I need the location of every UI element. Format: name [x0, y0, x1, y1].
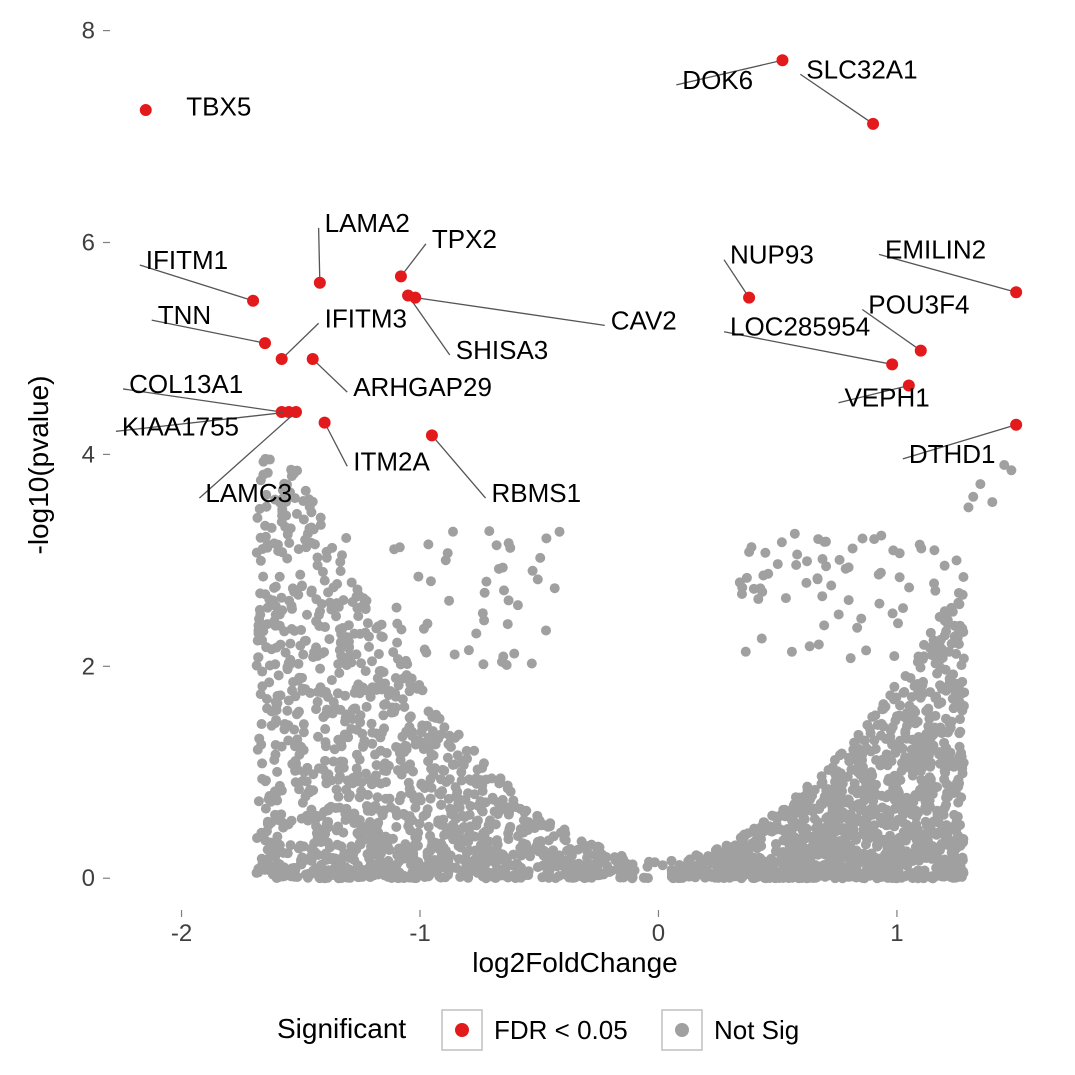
sig-point [776, 54, 788, 66]
sig-point [915, 345, 927, 357]
y-tick-label: 2 [82, 653, 95, 680]
sig-point [426, 429, 438, 441]
sig-point [259, 337, 271, 349]
gene-label: COL13A1 [129, 369, 243, 399]
x-tick-label: 1 [890, 920, 903, 947]
gene-label: IFITM1 [146, 245, 228, 275]
legend-item-label: Not Sig [714, 1015, 799, 1045]
gene-label: SLC32A1 [806, 54, 917, 84]
sig-point [867, 118, 879, 130]
y-axis-label: -log10(pvalue) [23, 376, 54, 555]
legend-item: FDR < 0.05 [442, 1010, 628, 1050]
gene-label: IFITM3 [325, 303, 407, 333]
volcano-plot: -2 -1 0 1 0 2 4 6 8 log2FoldChange -log10(pvalue) T… [0, 0, 1075, 1075]
gene-label: EMILIN2 [885, 234, 986, 264]
sig-point [395, 270, 407, 282]
sig-point [314, 277, 326, 289]
gene-label: TBX5 [186, 91, 251, 121]
gene-label: ARHGAP29 [353, 372, 492, 402]
sig-point [290, 406, 302, 418]
gene-label: DTHD1 [909, 439, 996, 469]
gene-label: LOC285954 [730, 312, 870, 342]
y-tick-label: 4 [82, 441, 95, 468]
gene-label: VEPH1 [844, 383, 929, 413]
x-axis-label: log2FoldChange [472, 947, 678, 978]
y-tick-label: 0 [82, 865, 95, 892]
gene-label: LAMC3 [205, 478, 292, 508]
gene-label: RBMS1 [492, 478, 582, 508]
legend-item: Not Sig [662, 1010, 799, 1050]
sig-point [140, 104, 152, 116]
legend-item-label: FDR < 0.05 [494, 1015, 628, 1045]
gene-label: NUP93 [730, 240, 814, 270]
gene-label: TPX2 [432, 224, 497, 254]
sig-point [1010, 286, 1022, 298]
sig-point [247, 295, 259, 307]
gene-label: ITM2A [353, 446, 430, 476]
gene-label: KIAA1755 [122, 411, 239, 441]
gene-label: SHISA3 [456, 335, 549, 365]
legend-title: Significant [277, 1013, 406, 1044]
sig-point [409, 292, 421, 304]
gene-label: CAV2 [611, 305, 677, 335]
x-tick-label: -2 [171, 920, 192, 947]
x-tick-label: -1 [409, 920, 430, 947]
gene-label: LAMA2 [325, 208, 410, 238]
gene-label: TNN [158, 300, 211, 330]
sig-point [743, 292, 755, 304]
sig-point [1010, 419, 1022, 431]
chart-svg: -2 -1 0 1 0 2 4 6 8 log2FoldChange -log10(pvalue) T… [0, 0, 1075, 1075]
y-tick-label: 8 [82, 18, 95, 45]
y-tick-label: 6 [82, 230, 95, 257]
gene-label: DOK6 [682, 65, 753, 95]
x-tick-label: 0 [652, 920, 665, 947]
sig-point [307, 353, 319, 365]
sig-point [886, 358, 898, 370]
sig-point [319, 417, 331, 429]
sig-point [276, 353, 288, 365]
gene-label: POU3F4 [868, 289, 969, 319]
